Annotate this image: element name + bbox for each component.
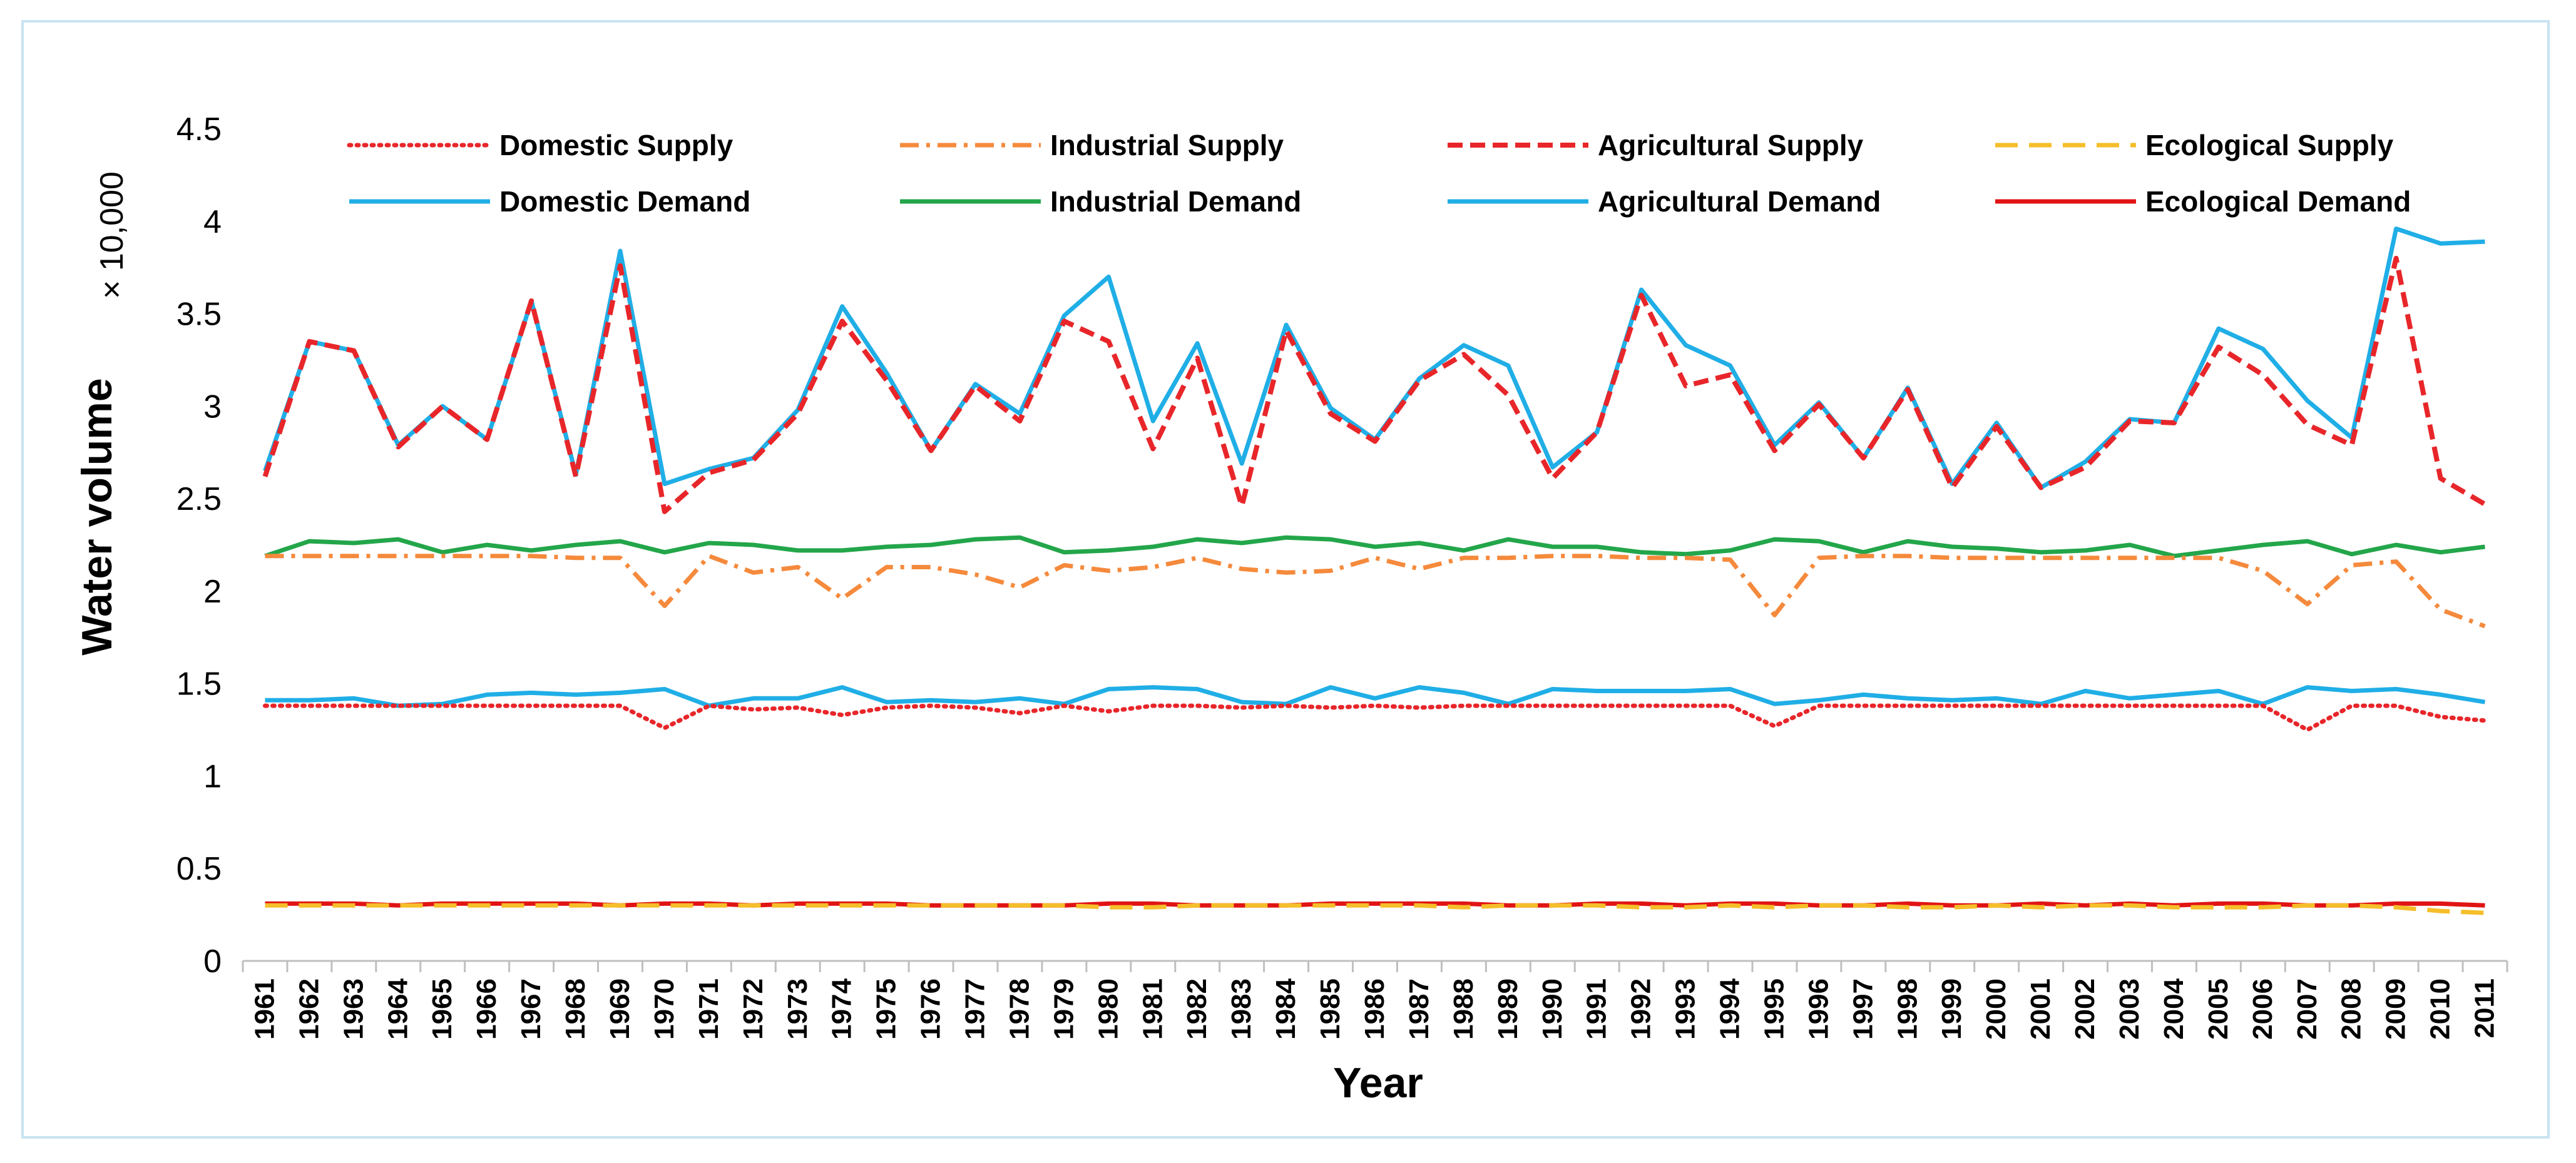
- x-tick-label: 2006: [2247, 978, 2278, 1040]
- x-tick-label: 1972: [738, 978, 769, 1040]
- x-tick-label: 2004: [2159, 978, 2189, 1039]
- x-tick-label: 1979: [1048, 978, 1079, 1040]
- x-tick-label: 1992: [1626, 978, 1657, 1040]
- x-tick-label: 2001: [2025, 978, 2056, 1040]
- x-tick-label: 1968: [560, 978, 591, 1040]
- y-tick-label: 1: [203, 758, 222, 795]
- x-tick-label: 1999: [1936, 978, 1967, 1040]
- x-tick-label: 1996: [1803, 978, 1834, 1040]
- y-tick-label: 1.5: [176, 666, 222, 703]
- y-tick-label: 0: [203, 943, 222, 980]
- x-tick-label: 1991: [1582, 978, 1612, 1040]
- x-tick-label: 1994: [1715, 978, 1745, 1039]
- series-line-agricultural-demand: [263, 226, 2485, 490]
- y-axis-multiplier: × 10,000: [94, 171, 130, 299]
- x-tick-label: 2000: [1981, 978, 2011, 1040]
- series-line-industrial-demand: [264, 535, 2485, 559]
- x-tick-label: 1974: [827, 978, 857, 1039]
- x-tick-label: 1980: [1093, 978, 1123, 1040]
- series-line-ecological-demand: [265, 901, 2485, 908]
- x-tick-label: 1990: [1537, 978, 1568, 1040]
- x-tick-label: 1970: [649, 978, 680, 1040]
- legend-label: Ecological Demand: [2145, 185, 2411, 218]
- line-chart: 0 0.5 1 1.5 2 2.5 3 3.5 4 4.5 1961 1962 1963 1964 1965…: [73, 111, 2508, 1107]
- x-tick-label: 2008: [2336, 978, 2367, 1040]
- series-lines: [262, 226, 2487, 915]
- legend-label: Agricultural Supply: [1598, 129, 1864, 161]
- x-tick-label: 1983: [1226, 978, 1257, 1040]
- x-tick-label: 1965: [427, 978, 457, 1040]
- legend-label: Ecological Supply: [2145, 129, 2394, 161]
- x-tick-label: 1967: [516, 978, 546, 1040]
- x-tick-label: 1989: [1493, 978, 1523, 1040]
- x-tick-label: 1993: [1670, 978, 1701, 1040]
- x-tick-label: 1985: [1315, 978, 1346, 1040]
- series-line-industrial-supply: [265, 554, 2486, 629]
- legend-label: Domestic Supply: [499, 129, 733, 161]
- x-tick-label: 1998: [1892, 978, 1923, 1040]
- x-tick-label: 1961: [249, 978, 280, 1040]
- x-tick-label: 1981: [1137, 978, 1168, 1040]
- x-tick-label: 1969: [605, 978, 635, 1040]
- x-tick-label: 1963: [338, 978, 369, 1040]
- x-tick-label: 1978: [1004, 978, 1035, 1040]
- series-line-domestic-supply: [263, 703, 2487, 733]
- x-axis-label: Year: [1333, 1059, 1423, 1107]
- x-tick-label: 1966: [471, 978, 502, 1040]
- y-tick-label: 0.5: [176, 851, 222, 887]
- x-tick-label: 1962: [294, 978, 324, 1040]
- legend: Domestic Supply Industrial Supply Agricult…: [347, 129, 2411, 218]
- legend-label: Industrial Supply: [1050, 129, 1284, 161]
- y-tick-label: 2.5: [176, 481, 222, 517]
- y-tick-label: 3.5: [176, 297, 222, 333]
- x-tick-label: 1988: [1448, 978, 1479, 1040]
- chart-frame: 0 0.5 1 1.5 2 2.5 3 3.5 4 4.5 1961 1962 1963 1964 1965…: [21, 20, 2550, 1139]
- x-tick-label: 1982: [1182, 978, 1212, 1040]
- x-tick-label: 2005: [2203, 978, 2234, 1040]
- x-tick-label: 1976: [916, 978, 946, 1040]
- x-tick-label: 1971: [693, 978, 724, 1040]
- x-tick-label: 2009: [2381, 978, 2411, 1040]
- y-axis-label: Water volume: [73, 378, 121, 655]
- x-tick-label: 1997: [1848, 978, 1878, 1040]
- y-tick-label: 2: [203, 574, 222, 610]
- legend-label: Agricultural Demand: [1598, 185, 1881, 218]
- x-tick-label: 2007: [2292, 978, 2323, 1040]
- legend-label: Domestic Demand: [499, 185, 750, 218]
- x-tick-label: 1975: [871, 978, 902, 1040]
- x-tick-label: 2010: [2425, 978, 2456, 1040]
- x-tick-label: 1995: [1759, 978, 1789, 1040]
- x-tick-label: 2002: [2070, 978, 2100, 1040]
- x-tick-label: 1973: [782, 978, 813, 1040]
- x-tick-label: 2003: [2114, 978, 2145, 1040]
- series-line-agricultural-supply: [262, 255, 2487, 514]
- x-tick-label: 1964: [382, 978, 413, 1039]
- x-tick-label: 1987: [1404, 978, 1434, 1040]
- x-tick-label: 2011: [2470, 978, 2500, 1038]
- series-line-domestic-demand: [265, 685, 2486, 708]
- y-tick-label: 3: [203, 389, 222, 425]
- x-tick-label: 1984: [1270, 978, 1301, 1039]
- x-tick-label: 1986: [1359, 978, 1390, 1040]
- axes: 0 0.5 1 1.5 2 2.5 3 3.5 4 4.5 1961 1962 1963 1964 1965…: [176, 111, 2508, 1040]
- y-tick-label: 4: [203, 204, 222, 240]
- y-tick-label: 4.5: [176, 111, 222, 148]
- x-tick-label: 1977: [960, 978, 991, 1040]
- legend-label: Industrial Demand: [1050, 185, 1301, 218]
